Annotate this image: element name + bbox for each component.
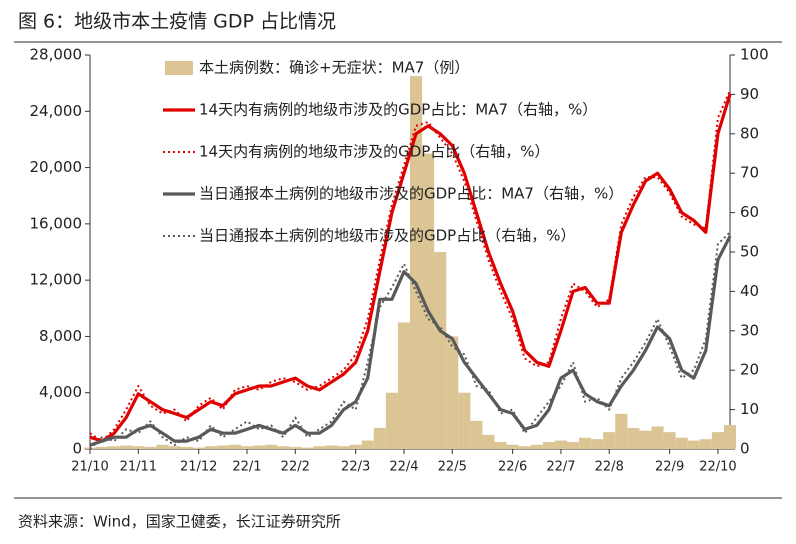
bar (156, 444, 169, 449)
x-tick-label: 22/2 (281, 460, 310, 475)
bar (518, 446, 531, 449)
bar (410, 76, 423, 449)
line-series (89, 231, 731, 450)
y2-tick-label: 40 (740, 282, 759, 300)
y-tick-label: 0 (72, 440, 82, 458)
bar (470, 420, 483, 449)
bar (253, 445, 266, 449)
y2-tick-label: 80 (740, 124, 759, 142)
chart-title: 图 6：地级市本土疫情 GDP 占比情况 (18, 11, 336, 33)
x-tick-label: 22/3 (341, 460, 370, 475)
bar (627, 427, 640, 449)
bar (603, 432, 616, 449)
bar (216, 445, 229, 449)
bar (180, 446, 193, 449)
bar (506, 444, 519, 449)
bar (168, 446, 181, 449)
y2-tick-label: 90 (740, 85, 759, 103)
y2-tick-label: 20 (740, 361, 759, 379)
y2-tick-label: 60 (740, 203, 759, 221)
bar (265, 444, 278, 449)
y-tick-label: 28,000 (30, 46, 83, 64)
legend-label: 14天内有病例的地级市涉及的GDP占比：MA7（右轴，%） (199, 101, 597, 119)
bar (554, 440, 567, 449)
y-tick-label: 16,000 (30, 214, 83, 232)
y-tick-label: 12,000 (30, 271, 83, 289)
x-tick-label: 22/7 (546, 460, 575, 475)
y-tick-label: 4,000 (39, 383, 82, 401)
x-tick-label: 22/1 (232, 460, 261, 475)
bar (192, 447, 205, 449)
bar (482, 434, 495, 449)
bar (361, 440, 374, 449)
bar (639, 430, 652, 449)
legend-label: 14天内有病例的地级市涉及的GDP占比（右轴，%） (199, 143, 550, 161)
line-series (89, 93, 732, 443)
source-note: 资料来源：Wind，国家卫健委，长江证券研究所 (18, 513, 341, 531)
bar (240, 446, 254, 449)
bar (301, 447, 314, 449)
y-tick-label: 8,000 (39, 327, 82, 345)
bar (337, 446, 350, 449)
x-tick-label: 22/4 (389, 460, 418, 475)
bar (663, 432, 676, 449)
bar (120, 445, 133, 449)
legend-label: 当日通报本土病例的地级市涉及的GDP占比：MA7（右轴，%） (199, 185, 623, 203)
bar (96, 446, 109, 449)
bar (494, 441, 507, 449)
legend-label: 本土病例数：确诊+无症状：MA7（例） (199, 59, 469, 77)
bar (615, 413, 628, 449)
bar (530, 444, 543, 449)
bar (579, 437, 592, 449)
bar (699, 439, 712, 449)
bar (132, 446, 145, 449)
bar (108, 446, 121, 449)
bar (373, 427, 386, 449)
y-tick-label: 24,000 (30, 102, 83, 120)
bar (204, 446, 217, 449)
bar (711, 432, 724, 449)
bar (687, 440, 700, 449)
bar (723, 425, 737, 449)
bar (385, 392, 398, 449)
bar (313, 446, 326, 449)
bar (277, 446, 290, 449)
bar (325, 445, 338, 449)
bar (651, 426, 664, 449)
bar (566, 441, 580, 449)
y-tick-label: 20,000 (30, 158, 83, 176)
x-tick-label: 22/5 (438, 460, 467, 475)
bar (144, 446, 157, 449)
bar (458, 392, 471, 449)
x-tick-label: 21/10 (71, 460, 108, 475)
bar (289, 446, 302, 449)
y2-tick-label: 10 (740, 400, 759, 418)
x-tick-label: 22/10 (699, 460, 736, 475)
x-tick-label: 22/9 (655, 460, 684, 475)
y2-tick-label: 70 (740, 164, 759, 182)
bar (542, 441, 555, 449)
y2-tick-label: 30 (740, 321, 759, 339)
bar (228, 444, 241, 449)
y2-tick-label: 50 (740, 243, 759, 261)
x-tick-label: 22/8 (595, 460, 624, 475)
line-series (89, 235, 732, 447)
y2-tick-label: 100 (740, 46, 769, 64)
bar (446, 336, 459, 449)
legend-label: 当日通报本土病例的地级市涉及的GDP占比（右轴，%） (199, 227, 575, 245)
x-tick-label: 21/11 (120, 460, 157, 475)
y2-tick-label: 0 (740, 440, 750, 458)
x-tick-label: 21/12 (180, 460, 217, 475)
bar (434, 252, 447, 449)
bar (397, 322, 410, 449)
bar (349, 444, 362, 449)
bar (591, 439, 604, 449)
bar (422, 153, 435, 449)
x-tick-label: 22/6 (498, 460, 527, 475)
legend-swatch (165, 61, 193, 75)
bar (675, 437, 688, 449)
